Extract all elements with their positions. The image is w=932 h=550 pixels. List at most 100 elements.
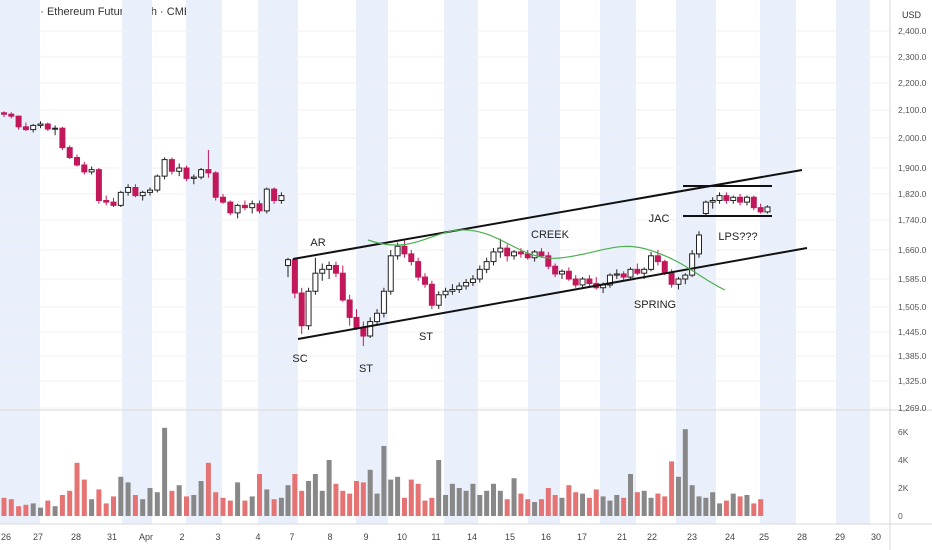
candle-body xyxy=(183,167,190,179)
session-band xyxy=(676,0,716,524)
volume-bar xyxy=(566,485,572,516)
candle-body xyxy=(661,261,668,274)
candle-body xyxy=(52,127,59,130)
candle-body xyxy=(161,159,168,177)
candle-body xyxy=(675,278,682,285)
volume-bar xyxy=(484,490,490,516)
volume-bar xyxy=(600,496,606,516)
candle-body xyxy=(387,255,394,292)
volume-bar xyxy=(614,495,620,516)
date-tick-label: 22 xyxy=(647,532,657,542)
volume-bar xyxy=(703,497,709,516)
volume-bar xyxy=(360,482,366,516)
volume-bar xyxy=(1,497,7,516)
session-band xyxy=(258,0,298,524)
candle-body xyxy=(456,285,463,290)
volume-bar xyxy=(628,474,633,516)
volume-bar xyxy=(140,499,146,516)
price-tick-label: 1,585.0 xyxy=(898,274,927,284)
candle-body xyxy=(572,278,579,286)
volume-bar xyxy=(227,500,233,516)
volume-bar xyxy=(518,493,524,516)
volume-bar xyxy=(511,478,517,516)
date-tick-label: 28 xyxy=(797,532,807,542)
candle-body xyxy=(408,253,415,263)
candle-body xyxy=(234,204,241,214)
volume-bar xyxy=(586,497,592,516)
volume-bar xyxy=(184,496,189,516)
date-tick-label: 24 xyxy=(725,532,735,542)
candle-body xyxy=(552,265,559,275)
channel-upper-line xyxy=(292,169,803,260)
candle-body xyxy=(367,321,374,337)
channel-lower-line xyxy=(297,247,808,340)
volume-bar xyxy=(655,493,661,516)
candle-body xyxy=(241,204,248,209)
volume-tick-label: 4K xyxy=(898,455,909,465)
annotation-label: AR xyxy=(310,237,325,249)
volume-bar xyxy=(436,460,442,516)
candle-body xyxy=(497,247,504,253)
volume-bar xyxy=(710,492,716,516)
volume-bar xyxy=(573,492,579,516)
price-tick-label: 2,400.0 xyxy=(898,26,927,36)
volume-bar xyxy=(751,503,757,516)
candle-body xyxy=(380,290,387,314)
volume-bar xyxy=(23,504,29,516)
candle-body xyxy=(37,123,44,126)
candle-body xyxy=(524,253,531,259)
volume-bar xyxy=(634,492,640,516)
volume-bar xyxy=(111,496,116,516)
date-tick-label: 26 xyxy=(1,532,11,542)
candle-body xyxy=(634,268,641,274)
volume-bar xyxy=(38,507,43,516)
price-tick-label: 1,660.0 xyxy=(898,245,927,255)
candle-body xyxy=(319,268,326,274)
volume-tick-label: 0 xyxy=(898,511,903,521)
date-tick-label: 15 xyxy=(505,532,515,542)
candles xyxy=(1,111,771,346)
volume-bar xyxy=(213,492,219,516)
time-axis: 26 27 28 31 Apr 2 3 4 7 8 9 10 11 14 15 16 17 21 22 23 24 25 2… xyxy=(1,532,881,542)
volume-bar xyxy=(162,427,168,516)
drawings xyxy=(292,169,808,340)
date-tick-label: 14 xyxy=(467,532,477,542)
volume-bar xyxy=(176,485,182,516)
volume-bars xyxy=(1,427,764,516)
candle-body xyxy=(278,195,285,201)
candle-body xyxy=(154,175,161,191)
date-tick-label: 8 xyxy=(327,532,332,542)
price-tick-label: 1,505.0 xyxy=(898,302,927,312)
volume-bar xyxy=(641,490,647,516)
candle-body xyxy=(212,172,219,198)
volume-bar xyxy=(198,481,204,516)
candle-body xyxy=(125,187,132,193)
candle-body xyxy=(147,189,153,193)
date-tick-label: 16 xyxy=(541,532,551,542)
price-axis: USD 2,400.0 2,300.0 2,200.0 2,100.0 2,000.0 1,… xyxy=(898,10,927,521)
volume-bar xyxy=(381,446,387,516)
volume-bar xyxy=(538,499,544,516)
annotation-label: LPS??? xyxy=(718,231,757,243)
volume-bar xyxy=(449,483,455,516)
candle-body xyxy=(30,124,37,131)
candle-body xyxy=(291,259,298,294)
candle-body xyxy=(565,270,572,280)
candle-body xyxy=(648,255,655,270)
volume-bar xyxy=(621,497,627,516)
annotation-label: SC xyxy=(292,353,307,365)
candle-body xyxy=(44,123,51,130)
volume-bar xyxy=(220,497,226,516)
volume-bar xyxy=(669,461,675,516)
volume-bar xyxy=(593,489,599,516)
date-tick-label: 29 xyxy=(835,532,845,542)
date-tick-label: 9 xyxy=(363,532,368,542)
session-band xyxy=(186,0,222,524)
candle-body xyxy=(15,115,22,128)
volume-bar xyxy=(278,497,284,516)
volume-bar xyxy=(744,495,750,516)
moving-average-line xyxy=(367,229,726,291)
candle-body xyxy=(305,290,312,327)
volume-bar xyxy=(662,496,668,516)
